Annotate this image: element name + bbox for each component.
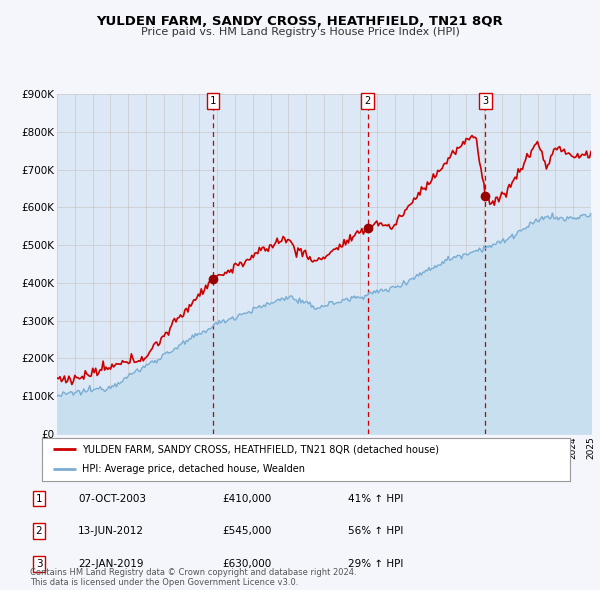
- Text: 3: 3: [35, 559, 43, 569]
- Text: 1: 1: [210, 96, 216, 106]
- Text: £410,000: £410,000: [222, 494, 271, 503]
- Text: 56% ↑ HPI: 56% ↑ HPI: [348, 526, 403, 536]
- Text: 3: 3: [482, 96, 488, 106]
- Text: Contains HM Land Registry data © Crown copyright and database right 2024.
This d: Contains HM Land Registry data © Crown c…: [30, 568, 356, 587]
- Text: 2: 2: [35, 526, 43, 536]
- Text: 07-OCT-2003: 07-OCT-2003: [78, 494, 146, 503]
- Text: 1: 1: [35, 494, 43, 503]
- Text: £630,000: £630,000: [222, 559, 271, 569]
- Text: HPI: Average price, detached house, Wealden: HPI: Average price, detached house, Weal…: [82, 464, 305, 474]
- Text: 22-JAN-2019: 22-JAN-2019: [78, 559, 143, 569]
- Text: YULDEN FARM, SANDY CROSS, HEATHFIELD, TN21 8QR (detached house): YULDEN FARM, SANDY CROSS, HEATHFIELD, TN…: [82, 444, 439, 454]
- Text: 29% ↑ HPI: 29% ↑ HPI: [348, 559, 403, 569]
- Text: 2: 2: [364, 96, 371, 106]
- Text: 41% ↑ HPI: 41% ↑ HPI: [348, 494, 403, 503]
- Text: £545,000: £545,000: [222, 526, 271, 536]
- Text: Price paid vs. HM Land Registry's House Price Index (HPI): Price paid vs. HM Land Registry's House …: [140, 27, 460, 37]
- Text: YULDEN FARM, SANDY CROSS, HEATHFIELD, TN21 8QR: YULDEN FARM, SANDY CROSS, HEATHFIELD, TN…: [97, 15, 503, 28]
- Text: 13-JUN-2012: 13-JUN-2012: [78, 526, 144, 536]
